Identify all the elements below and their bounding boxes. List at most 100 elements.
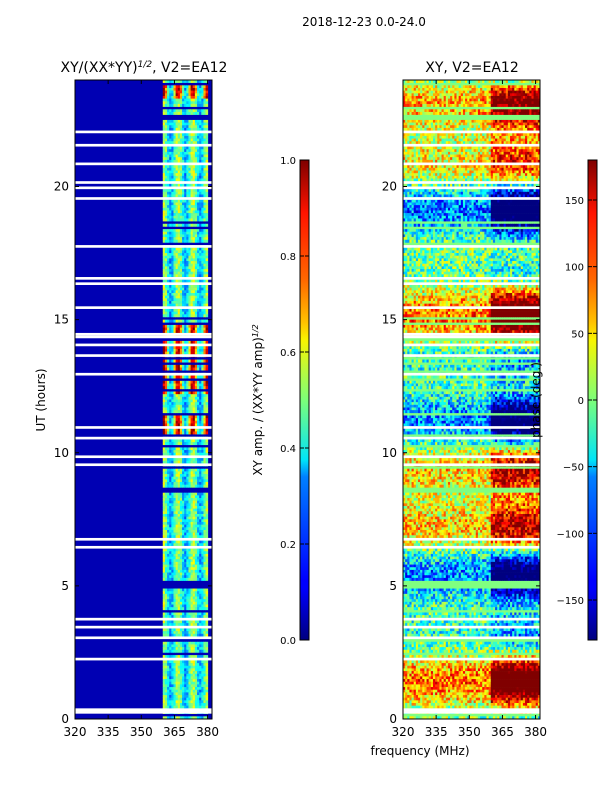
left-heatmap-cell: [197, 575, 200, 579]
left-heatmap-cell: [203, 146, 206, 150]
left-heatmap-cell: [173, 351, 177, 355]
left-heatmap-cell: [164, 700, 168, 704]
left-heatmap-cell: [175, 671, 179, 675]
left-heatmap-cell: [201, 476, 204, 480]
left-heatmap-cell: [188, 396, 191, 400]
left-heatmap-cell: [201, 697, 204, 701]
left-heatmap-cell: [182, 513, 185, 517]
left-heatmap-cell: [164, 170, 168, 174]
left-heatmap-cell: [190, 231, 194, 235]
left-heatmap-cell: [203, 553, 206, 557]
left-heatmap-cell: [190, 263, 194, 267]
left-heatmap-cell: [177, 154, 181, 158]
left-heatmap-cell: [197, 407, 200, 411]
left-heatmap-cell: [162, 218, 166, 222]
left-heatmap-cell: [201, 591, 204, 595]
left-heatmap-cell: [179, 620, 183, 624]
left-heatmap-cell: [173, 340, 177, 344]
left-heatmap-cell: [192, 327, 196, 331]
right-heatmap-cell: [441, 103, 445, 107]
left-heatmap-cell: [171, 173, 174, 177]
left-heatmap-cell: [173, 623, 177, 627]
left-heatmap-cell: [171, 655, 174, 659]
left-heatmap-cell: [190, 716, 194, 719]
left-heatmap-cell: [201, 194, 204, 198]
left-heatmap-cell: [169, 599, 172, 603]
left-heatmap-cell: [169, 575, 172, 579]
left-heatmap-cell: [171, 303, 174, 307]
left-heatmap-cell: [199, 199, 202, 203]
left-heatmap-cell: [177, 452, 181, 456]
left-heatmap-cell: [171, 705, 174, 709]
left-heatmap-cell: [182, 492, 185, 496]
left-heatmap-cell: [199, 210, 202, 214]
left-heatmap-cell: [162, 85, 166, 89]
left-heatmap-cell: [194, 239, 198, 243]
left-heatmap-cell: [199, 676, 202, 680]
left-heatmap-cell: [171, 269, 174, 272]
left-heatmap-cell: [179, 415, 183, 419]
left-heatmap-cell: [188, 109, 191, 113]
left-heatmap-cell: [192, 689, 196, 693]
left-heatmap-cell: [182, 410, 185, 414]
left-heatmap-cell: [199, 516, 202, 520]
left-heatmap-cell: [169, 503, 172, 507]
left-heatmap-cell: [175, 146, 179, 150]
left-heatmap-cell: [205, 700, 209, 704]
left-heatmap-cell: [169, 183, 172, 187]
left-heatmap-cell: [173, 591, 177, 595]
right-heatmap-cell: [403, 90, 406, 94]
left-heatmap-cell: [199, 90, 202, 94]
left-heatmap-cell: [192, 269, 196, 272]
left-flagged-row: [75, 463, 212, 467]
left-heatmap-cell: [194, 500, 198, 504]
left-heatmap-cell: [177, 663, 181, 667]
right-heatmap-cell: [527, 101, 530, 105]
left-heatmap-cell: [205, 319, 209, 323]
right-heatmap-cell: [518, 98, 522, 102]
left-heatmap-cell: [199, 599, 202, 603]
left-heatmap-cell: [199, 564, 202, 568]
right-heatmap-cell: [458, 101, 462, 105]
left-heatmap-cell: [192, 127, 196, 131]
left-heatmap-cell: [192, 591, 196, 595]
right-heatmap-cell: [443, 90, 447, 94]
left-heatmap-cell: [192, 383, 196, 387]
left-heatmap-cell: [182, 663, 185, 667]
left-heatmap-cell: [184, 535, 187, 539]
left-heatmap-cell: [190, 223, 194, 227]
left-heatmap-cell: [201, 300, 204, 304]
left-heatmap-cell: [186, 237, 189, 241]
left-heatmap-cell: [188, 346, 191, 350]
left-heatmap-cell: [203, 109, 206, 113]
left-heatmap-cell: [201, 553, 204, 557]
left-heatmap-cell: [169, 474, 172, 478]
left-heatmap-cell: [171, 122, 174, 126]
right-heatmap-cell: [484, 87, 487, 91]
left-heatmap-cell: [194, 290, 198, 294]
left-heatmap-cell: [199, 684, 202, 688]
left-heatmap-cell: [192, 684, 196, 688]
right-heatmap-cell: [533, 90, 537, 94]
left-heatmap-cell: [179, 127, 183, 131]
left-flagged-row: [75, 162, 212, 166]
left-heatmap-cell: [205, 119, 209, 123]
left-heatmap-cell: [188, 239, 191, 243]
left-heatmap-cell: [186, 199, 189, 203]
left-heatmap-cell: [173, 503, 177, 507]
left-heatmap-cell: [201, 205, 204, 209]
left-heatmap-cell: [164, 109, 168, 113]
left-heatmap-cell: [173, 210, 177, 214]
left-heatmap-cell: [169, 151, 172, 155]
left-heatmap-cell: [175, 85, 179, 89]
right-heatmap-cell: [435, 95, 438, 99]
left-heatmap-cell: [186, 529, 189, 533]
left-heatmap-cell: [184, 202, 187, 206]
right-heatmap-cell: [452, 85, 455, 89]
left-heatmap-cell: [194, 141, 198, 145]
left-heatmap-cell: [186, 213, 189, 217]
left-heatmap-cell: [197, 697, 200, 701]
left-heatmap-cell: [186, 101, 189, 105]
left-heatmap-cell: [194, 402, 198, 406]
right-heatmap: [403, 80, 540, 719]
